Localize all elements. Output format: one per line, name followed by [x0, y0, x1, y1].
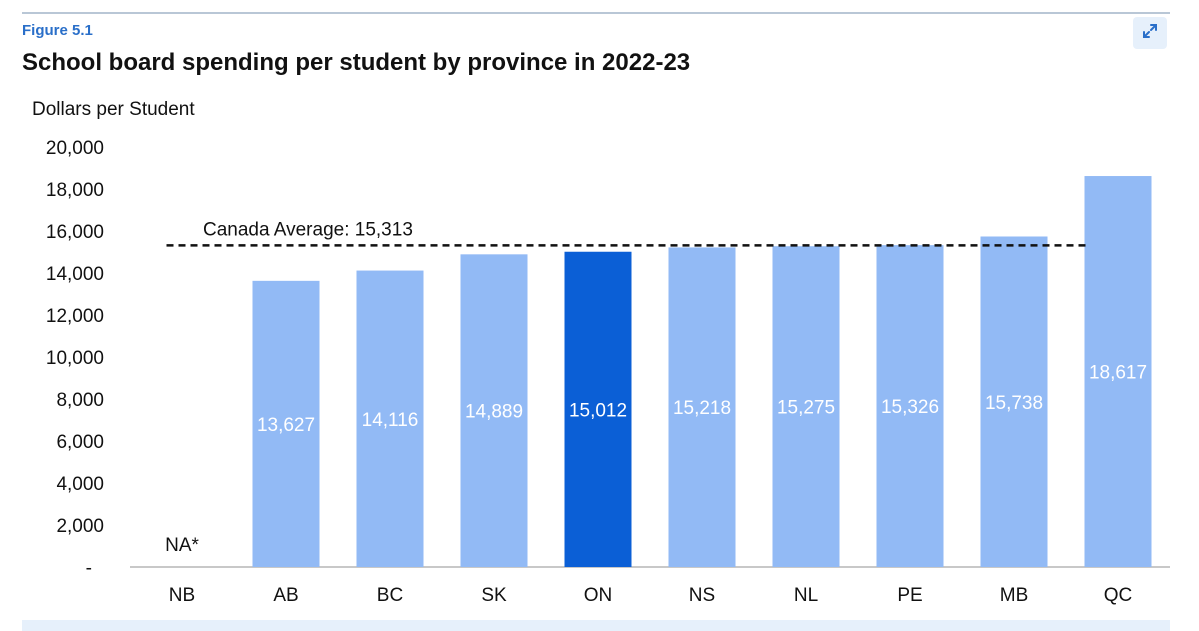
- y-tick-label: 4,000: [56, 474, 104, 495]
- data-label-qc: 18,617: [1089, 363, 1147, 384]
- chart-title: School board spending per student by pro…: [22, 49, 691, 76]
- bar-sk: [460, 254, 528, 567]
- bar-pe: [876, 245, 944, 568]
- data-label-mb: 15,738: [985, 393, 1043, 414]
- top-rule: [22, 12, 1170, 14]
- x-tick-label-sk: SK: [481, 585, 507, 606]
- data-label-on: 15,012: [569, 400, 627, 421]
- bar-mb: [980, 236, 1048, 567]
- y-tick-label: 12,000: [46, 306, 104, 327]
- figure-label: Figure 5.1: [22, 22, 93, 39]
- y-tick-label: 14,000: [46, 264, 104, 285]
- expand-button[interactable]: [1133, 17, 1167, 49]
- x-tick-label-on: ON: [584, 585, 613, 606]
- x-tick-label-nl: NL: [794, 585, 818, 606]
- bottom-band: [22, 620, 1170, 631]
- bar-nl: [772, 246, 840, 567]
- bar-qc: [1084, 176, 1152, 567]
- y-tick-label: 10,000: [46, 348, 104, 369]
- y-axis-label: Dollars per Student: [32, 99, 195, 120]
- data-label-ab: 13,627: [257, 415, 315, 436]
- data-label-ns: 15,218: [673, 398, 731, 419]
- y-tick-label: 6,000: [56, 432, 104, 453]
- average-line-label: Canada Average: 15,313: [203, 219, 413, 240]
- x-tick-label-ab: AB: [273, 585, 298, 606]
- data-label-sk: 14,889: [465, 402, 523, 423]
- x-tick-label-nb: NB: [169, 585, 195, 606]
- y-tick-label: 20,000: [46, 138, 104, 159]
- data-label-nl: 15,275: [777, 398, 835, 419]
- data-label-pe: 15,326: [881, 397, 939, 418]
- bar-ns: [668, 247, 736, 567]
- y-tick-label: 8,000: [56, 390, 104, 411]
- x-tick-label-bc: BC: [377, 585, 403, 606]
- expand-icon: [1141, 22, 1159, 45]
- y-tick-label: 2,000: [56, 516, 104, 537]
- data-label-nb: NA*: [165, 535, 199, 556]
- bar-ab: [252, 280, 320, 567]
- y-tick-label: -: [86, 558, 92, 579]
- x-tick-label-pe: PE: [897, 585, 922, 606]
- x-tick-label-ns: NS: [689, 585, 715, 606]
- bar-bc: [356, 270, 424, 567]
- bar-on: [564, 251, 632, 568]
- y-tick-label: 18,000: [46, 180, 104, 201]
- x-tick-label-mb: MB: [1000, 585, 1029, 606]
- y-tick-label: 16,000: [46, 222, 104, 243]
- x-tick-label-qc: QC: [1104, 585, 1133, 606]
- data-label-bc: 14,116: [362, 410, 419, 431]
